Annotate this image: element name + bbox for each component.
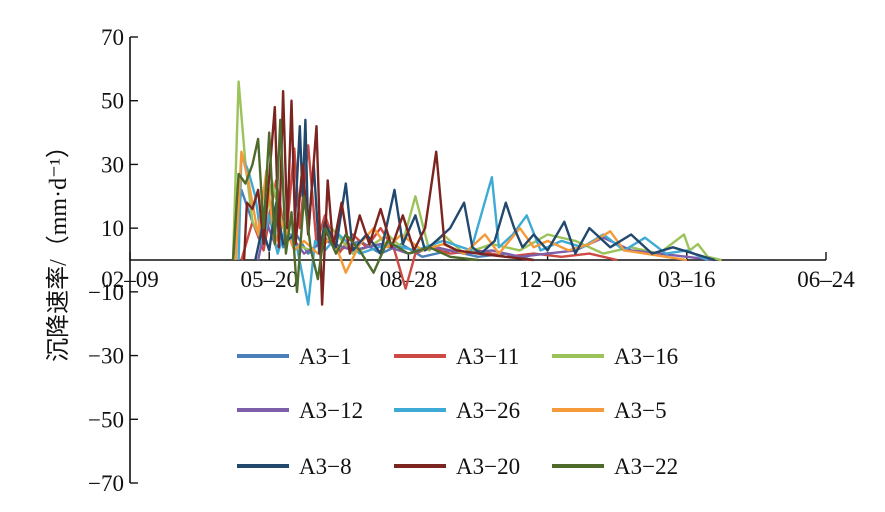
legend-label: A3−16 [614,344,678,369]
y-tick-label: −50 [88,407,124,432]
legend-item: A3−22 [552,454,678,479]
series-line [231,118,479,294]
y-tick-label: 10 [101,216,124,241]
y-tick-label: 50 [101,89,124,114]
y-tick-label: 70 [101,25,124,50]
x-tick-label: 03–16 [658,267,716,292]
series-line [254,118,715,262]
legend-item: A3−16 [552,344,678,369]
legend-label: A3−8 [299,454,352,479]
legend-label: A3−26 [456,398,520,423]
legend-item: A3−20 [394,454,520,479]
legend-label: A3−1 [299,344,352,369]
legend-item: A3−12 [237,398,363,423]
legend-item: A3−11 [394,344,519,369]
x-tick-label: 12–06 [519,267,577,292]
y-axis: 70 50 30 10 −10 −30 −50 −70 [88,25,138,496]
x-axis: 02–09 05–20 08–28 12–06 03–16 06–24 [101,252,855,292]
legend-label: A3−20 [456,454,520,479]
y-tick-label: −30 [88,344,124,369]
x-tick-label: 05–20 [240,267,298,292]
x-tick-label: 02–09 [101,267,159,292]
series-layer [231,80,722,306]
legend-label: A3−5 [614,398,667,423]
legend-label: A3−22 [614,454,678,479]
y-tick-label: 30 [101,152,124,177]
y-tick-label: −10 [88,280,124,305]
legend-label: A3−11 [456,344,519,369]
legend: A3−1 A3−11 A3−16 A3−12 A3−26 A3−5 A3−8 A3−20 A3−… [237,344,678,479]
legend-item: A3−5 [552,398,667,423]
x-tick-label: 06–24 [797,267,855,292]
legend-item: A3−8 [237,454,352,479]
y-axis-label: 沉降速率/（mm·d⁻¹） [45,134,72,362]
y-tick-label: −70 [88,471,124,496]
legend-label: A3−12 [299,398,363,423]
legend-item: A3−26 [394,398,520,423]
legend-item: A3−1 [237,344,352,369]
